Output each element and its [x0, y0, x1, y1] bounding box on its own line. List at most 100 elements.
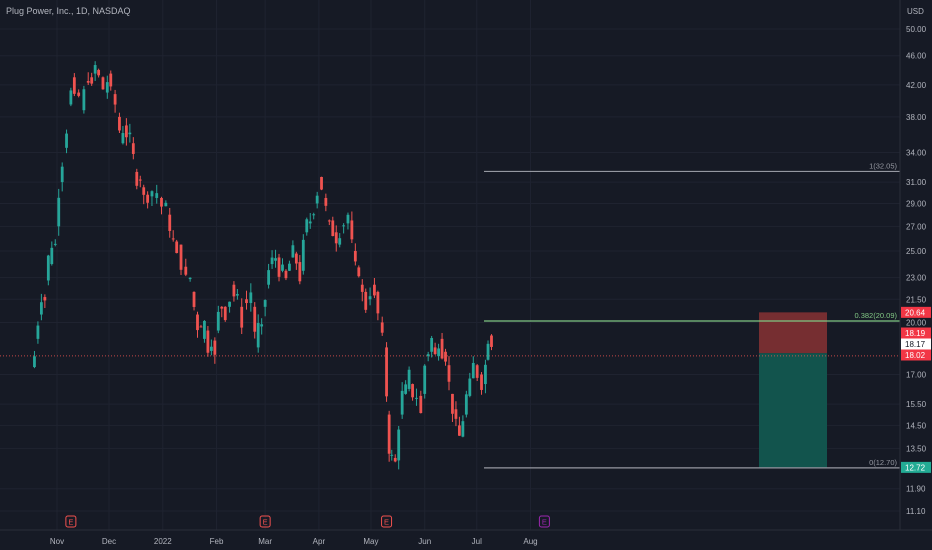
candle-body	[142, 187, 146, 195]
candle-body	[253, 306, 257, 332]
candle-body	[171, 238, 175, 240]
price-tick-label: 29.00	[906, 199, 927, 208]
fib-level-label: 1(32.05)	[869, 161, 897, 170]
candle-body	[175, 241, 179, 254]
candle-body	[437, 348, 440, 357]
candle-body	[433, 347, 437, 355]
price-tick-label: 20.00	[906, 318, 927, 327]
candle-body	[468, 378, 472, 396]
price-label-bar-close-bg	[901, 327, 931, 339]
candle-body	[72, 77, 76, 94]
price-tick-label: 38.00	[906, 113, 927, 122]
candle-body	[223, 306, 227, 321]
candle-body	[188, 277, 192, 280]
candle-body	[342, 225, 346, 227]
candle-body	[312, 214, 316, 216]
candle-body	[484, 364, 487, 385]
candle-body	[155, 193, 159, 198]
earnings-marker-icon	[381, 515, 393, 528]
stop-loss-zone	[759, 312, 827, 354]
price-tick-label: 42.00	[906, 81, 927, 90]
candle-body	[232, 284, 236, 297]
time-tick-label: May	[363, 537, 378, 546]
candle-body	[160, 197, 163, 207]
earnings-marker-icon	[259, 515, 271, 528]
chart-title: Plug Power, Inc., 1D, NASDAQ	[6, 6, 131, 16]
candle-body	[284, 270, 288, 279]
earnings-marker-label: E	[68, 518, 73, 527]
candle-body	[245, 299, 248, 304]
fib-level-label: 0.382(20.09)	[854, 311, 897, 320]
price-label-stop: 20.64	[905, 308, 926, 317]
candle-body	[263, 300, 267, 307]
candle-body	[305, 219, 309, 233]
price-tick-label: 17.00	[906, 370, 927, 379]
time-axis[interactable]	[0, 530, 900, 550]
candle-body	[69, 90, 73, 105]
candle-body	[240, 306, 244, 328]
candle-body	[346, 214, 350, 224]
candle-body	[324, 197, 328, 206]
candle-body	[101, 77, 105, 90]
candle-body	[235, 294, 239, 296]
candle-body	[350, 220, 354, 240]
candle-body	[308, 221, 312, 224]
price-tick-label: 11.90	[906, 485, 926, 494]
candle-body	[419, 395, 423, 414]
candle-body	[131, 143, 135, 154]
candle-body	[50, 247, 54, 265]
price-tick-label: 11.10	[906, 507, 926, 516]
price-axis-ticks: 50.00 46.00 42.00 38.00 34.00 31.00 29.00 27.00…	[906, 25, 927, 516]
price-label-entry-bg	[901, 338, 931, 350]
earnings-marker-icon	[538, 515, 550, 528]
candle-body	[109, 73, 113, 87]
price-axis[interactable]	[900, 0, 932, 530]
candle-body	[199, 326, 203, 328]
candle-body	[60, 166, 64, 183]
candle-body	[267, 270, 271, 285]
price-label-last-bg	[901, 349, 931, 361]
candle-body	[65, 133, 68, 148]
candle-body	[315, 195, 319, 204]
candle-body	[357, 267, 361, 277]
candle-body	[97, 69, 101, 76]
candle-body	[213, 340, 217, 355]
candle-body	[209, 346, 213, 351]
candle-body	[146, 194, 150, 203]
candle-body	[33, 356, 36, 368]
candle-body	[124, 125, 128, 138]
price-label-entry: 18.17	[905, 340, 926, 349]
price-tick-label: 13.50	[906, 444, 927, 453]
price-tick-label: 31.00	[906, 178, 927, 187]
candle-body	[150, 191, 154, 197]
candle-body	[360, 284, 364, 292]
candle-body	[334, 232, 338, 244]
candle-body	[274, 258, 277, 261]
candle-body	[390, 454, 394, 456]
time-tick-label: Feb	[210, 537, 224, 546]
price-labels: 20.64 18.19 18.17 18.02 12.72	[901, 306, 931, 473]
candle-body	[192, 291, 196, 307]
price-tick-label: 15.50	[906, 400, 927, 409]
earnings-marker-label: E	[263, 518, 268, 527]
price-tick-label: 46.00	[906, 52, 927, 61]
candle-body	[216, 311, 220, 331]
time-tick-label: Aug	[523, 537, 537, 546]
candle-body	[57, 197, 61, 227]
candle-body	[407, 369, 411, 389]
candle-body	[338, 238, 342, 245]
time-tick-label: Nov	[50, 537, 64, 546]
candle-body	[206, 330, 210, 353]
candle-body	[400, 390, 404, 415]
candle-body	[461, 421, 465, 437]
candle-body	[430, 338, 434, 352]
price-tick-label: 50.00	[906, 25, 927, 34]
candle-body	[121, 133, 125, 144]
candle-body	[415, 397, 418, 399]
take-profit-zone	[759, 353, 827, 468]
candle-body	[426, 354, 430, 357]
candle-body	[196, 314, 199, 331]
candle-body	[138, 179, 142, 181]
candle-body	[281, 264, 284, 271]
